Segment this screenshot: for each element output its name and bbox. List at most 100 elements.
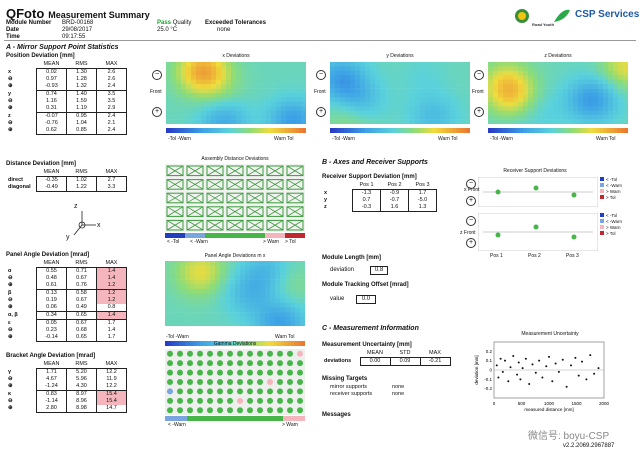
table-cell: 0.58 xyxy=(66,289,97,297)
legend-neg-tol: < -Tol xyxy=(167,239,180,245)
data-point xyxy=(507,380,510,383)
table-cell: 0.67 xyxy=(66,319,97,327)
tol-pos-label: Warn Tol xyxy=(438,136,458,142)
receiver-legend-item: > Tol xyxy=(600,195,616,200)
data-point xyxy=(517,361,520,364)
table-cell: 14.7 xyxy=(96,405,127,413)
minus-circle-icon: − xyxy=(152,70,162,80)
table-cell: 0.76 xyxy=(66,282,97,290)
exceeded-block: Exceeded Tolerances none xyxy=(205,20,266,34)
table-cell: 4.30 xyxy=(66,383,97,391)
x-tick-label: 0 xyxy=(493,401,496,406)
module-length-label: deviation xyxy=(330,267,355,273)
tol-neg-label: -Tol -Warn xyxy=(490,136,513,142)
gamma-deviation-map xyxy=(165,349,305,415)
table-cell: 0.85 xyxy=(66,127,97,135)
panel-colorbar xyxy=(165,341,306,346)
deviation-map-title: x Deviations xyxy=(222,53,250,59)
table-row: ⊕ 0.61 0.76 1.2 xyxy=(6,282,127,290)
deviation-colorbar xyxy=(166,128,307,133)
gamma-legend-neg: < -Warn xyxy=(168,422,186,428)
time-value: 09:17:55 xyxy=(62,34,86,40)
gamma-map-title: Gamma Deviations xyxy=(213,341,257,347)
data-point xyxy=(574,356,577,359)
table-cell: 12.2 xyxy=(96,368,127,376)
module-length-value: 0.8 xyxy=(370,266,388,275)
module-meta-values: BRD-00168 29/08/2017 09:17:55 xyxy=(62,20,93,41)
table-cell: 2.7 xyxy=(96,176,127,184)
csp-leaf-icon xyxy=(554,9,570,22)
table-cell: 0.09 xyxy=(389,357,421,366)
table-cell: 12.2 xyxy=(96,383,127,391)
table-row: ⊖ -1.14 8.96 15.4 xyxy=(6,398,127,405)
pos-label: Pos 1 xyxy=(490,253,503,259)
table-row: direct -0.35 1.02 2.7 xyxy=(6,176,127,184)
watermark-text: 微信号: boyu-CSP xyxy=(528,431,610,442)
section-c-title: C - Measurement Information xyxy=(322,325,419,332)
col-header: MEAN xyxy=(43,61,60,67)
col-header: MAX xyxy=(105,260,118,266)
table-cell: 1.28 xyxy=(66,76,97,83)
distance-deviation-title: Distance Deviation [mm] xyxy=(6,161,77,167)
table-row: y 0.74 1.40 3.5 xyxy=(6,90,127,98)
row-label: x xyxy=(8,68,12,75)
axis-y-label: y xyxy=(66,234,70,241)
col-header: Pos 2 xyxy=(387,182,402,188)
row-label: ⊖ xyxy=(8,120,13,126)
exceeded-value: none xyxy=(217,27,231,33)
module-meta: Module Number Date Time xyxy=(6,20,51,41)
row-label: ⊖ xyxy=(8,275,13,281)
data-point xyxy=(548,355,550,358)
x-tick-label: 500 xyxy=(518,401,526,406)
table-cell: -0.7 xyxy=(380,197,409,204)
row-label: deviations xyxy=(324,358,352,364)
table-cell: 15.4 xyxy=(96,390,127,398)
app-name: QFoto xyxy=(6,6,45,21)
table-cell: 2.6 xyxy=(96,68,127,76)
col-header: RMS xyxy=(75,361,88,367)
col-header: Pos 3 xyxy=(415,182,430,188)
data-point xyxy=(495,364,498,367)
y-tick-label: -0.1 xyxy=(484,377,492,382)
table-row: y 0.7 -0.7 -5.0 xyxy=(322,197,437,204)
table-row: ⊖ 0.19 0.67 1.2 xyxy=(6,297,127,304)
data-point xyxy=(499,357,502,360)
table-row: ⊕ -0.93 1.32 2.4 xyxy=(6,83,127,91)
data-point xyxy=(545,365,548,368)
z-front-label: z Front xyxy=(460,230,476,236)
table-cell: 8.96 xyxy=(66,398,97,405)
axes-diagram xyxy=(62,205,102,245)
row-label: ⊖ xyxy=(8,327,13,333)
bracket-angle-table: MEAN RMS MAX γ 1.71 5.20 12.2 ⊖ 4.67 5.96 11.9 ⊕ -1.… xyxy=(6,361,127,413)
row-label: ⊕ xyxy=(8,304,13,311)
table-cell: 1.71 xyxy=(36,368,67,376)
front-label: Front xyxy=(314,89,326,95)
plus-circle-icon: + xyxy=(466,238,476,248)
table-cell: 8.98 xyxy=(66,405,97,413)
data-point xyxy=(551,380,554,383)
table-cell: 1.6 xyxy=(380,204,409,212)
row-label: κ xyxy=(8,390,12,397)
front-label: Front xyxy=(472,89,484,95)
table-cell: 0.31 xyxy=(36,105,67,113)
table-cell: 1.19 xyxy=(66,105,97,113)
missing-receiver-value: none xyxy=(392,391,405,397)
table-row: ⊕ 0.31 1.19 2.9 xyxy=(6,105,127,113)
table-cell: 2.6 xyxy=(96,76,127,83)
app-title: QFoto Measurement Summary xyxy=(6,6,150,21)
data-point xyxy=(561,358,564,361)
table-cell: 5.20 xyxy=(66,368,97,376)
assembly-distance-map xyxy=(165,164,305,232)
front-label: Front xyxy=(150,89,162,95)
table-row: β 0.13 0.58 1.2 xyxy=(6,289,127,297)
csp-services-label: CSP Services xyxy=(575,9,640,20)
col-header: RMS xyxy=(75,169,88,175)
gamma-legend-pos: > Warn xyxy=(282,422,299,428)
table-row: ⊕ -1.24 4.30 12.2 xyxy=(6,383,127,391)
table-row: diagonal -0.49 1.22 3.3 xyxy=(6,184,127,192)
table-cell: -1.3 xyxy=(352,189,381,197)
col-header: MEAN xyxy=(367,350,383,356)
data-point xyxy=(519,378,522,381)
table-cell: 0.61 xyxy=(36,282,67,290)
csp-logo xyxy=(552,8,572,26)
